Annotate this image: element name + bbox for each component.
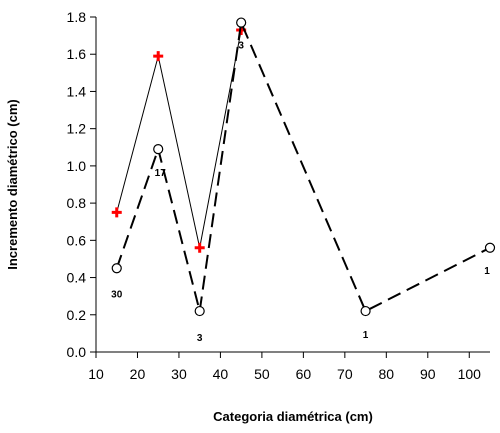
series-2-point — [153, 144, 164, 155]
y-tick-label: 0.4 — [67, 270, 87, 286]
x-tick-label: 40 — [213, 366, 229, 382]
series-1-point — [153, 51, 164, 62]
x-tick-label: 50 — [254, 366, 270, 382]
point-count-label: 1 — [484, 266, 490, 277]
y-tick-label: 0.2 — [67, 307, 87, 323]
y-axis-title: Incremento diamétrico (cm) — [5, 99, 20, 270]
series-2-point — [484, 242, 496, 253]
x-tick-label: 60 — [296, 366, 312, 382]
series-1-point — [194, 242, 205, 253]
y-tick-label: 1.2 — [67, 121, 87, 137]
x-axis-title: Categoria diamétrica (cm) — [213, 409, 373, 424]
point-count-label: 3 — [238, 41, 244, 52]
x-tick-label: 10 — [88, 366, 104, 382]
series-2-point — [236, 17, 247, 28]
point-count-label: 1 — [363, 330, 369, 341]
point-count-label: 3 — [197, 333, 203, 344]
y-tick-label: 0.0 — [67, 344, 87, 360]
y-tick-label: 1.6 — [67, 46, 87, 62]
y-tick-label: 1.0 — [67, 158, 87, 174]
y-tick-label: 1.8 — [67, 9, 87, 25]
axes: 0.0 0.2 0.4 0.6 0.8 1.0 1.2 1.4 1.6 1.8 10 20 30 40 50… — [67, 9, 490, 382]
series-2-point — [360, 305, 371, 317]
x-tick-label: 90 — [420, 366, 436, 382]
x-tick-label: 80 — [379, 366, 395, 382]
point-count-label: 30 — [111, 289, 123, 300]
point-labels: 30 17 3 3 1 1 — [111, 41, 490, 344]
y-tick-label: 0.8 — [67, 195, 87, 211]
x-tick-label: 30 — [171, 366, 187, 382]
x-tick-label: 20 — [130, 366, 146, 382]
series-2-line — [115, 18, 491, 313]
series-1-point — [111, 207, 122, 218]
series-2-point — [111, 263, 122, 274]
point-count-label: 17 — [155, 168, 167, 179]
series-1-line — [116, 29, 242, 248]
y-tick-label: 1.4 — [67, 83, 87, 99]
x-tick-label: 100 — [458, 366, 482, 382]
x-tick-label: 70 — [337, 366, 353, 382]
series-layer — [111, 17, 496, 317]
y-tick-label: 0.6 — [67, 232, 87, 248]
series-2-point — [194, 305, 205, 317]
